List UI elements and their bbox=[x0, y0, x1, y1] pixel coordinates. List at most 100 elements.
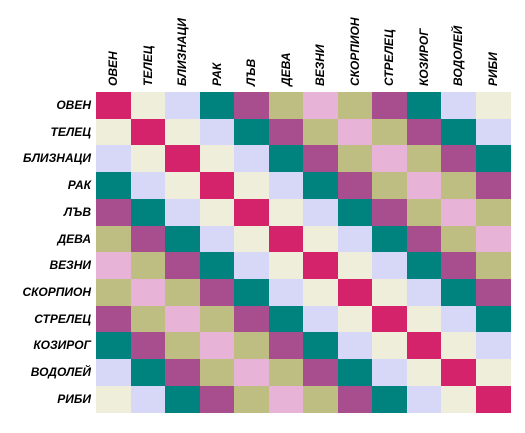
column-header-1: ТЕЛЕЦ bbox=[140, 45, 155, 86]
grid-cell-7-3 bbox=[199, 278, 235, 307]
grid-cell-7-4 bbox=[234, 278, 270, 307]
grid-cell-8-10 bbox=[441, 305, 477, 333]
grid-cell-7-6 bbox=[303, 278, 339, 307]
grid-cell-6-5 bbox=[268, 252, 304, 280]
grid-cell-0-4 bbox=[234, 92, 270, 120]
grid-cell-11-1 bbox=[130, 385, 166, 413]
grid-cell-5-2 bbox=[165, 225, 201, 253]
row-header-5: ДЕВА bbox=[57, 231, 91, 246]
grid-cell-4-4 bbox=[234, 198, 270, 227]
grid-cell-8-4 bbox=[234, 305, 270, 333]
grid-cell-3-4 bbox=[234, 172, 270, 200]
row-header-9: КОЗИРОГ bbox=[33, 338, 91, 353]
grid-cell-0-11 bbox=[475, 92, 511, 120]
grid-cell-8-0 bbox=[96, 305, 132, 333]
grid-cell-2-1 bbox=[130, 145, 166, 173]
grid-cell-10-9 bbox=[406, 359, 442, 387]
column-header-5: ДЕВА bbox=[278, 52, 293, 86]
grid-cell-6-2 bbox=[165, 252, 201, 280]
grid-cell-3-2 bbox=[165, 172, 201, 200]
grid-cell-1-1 bbox=[130, 118, 166, 146]
grid-cell-0-3 bbox=[199, 92, 235, 120]
grid-cell-2-9 bbox=[406, 145, 442, 173]
grid-cell-2-10 bbox=[441, 145, 477, 173]
grid-cell-10-1 bbox=[130, 359, 166, 387]
grid-cell-9-5 bbox=[268, 332, 304, 360]
column-header-9: КОЗИРОГ bbox=[416, 28, 431, 86]
grid-cell-6-8 bbox=[372, 252, 408, 280]
grid-cell-5-3 bbox=[199, 225, 235, 253]
grid-cell-7-9 bbox=[406, 278, 442, 307]
grid-cell-11-7 bbox=[337, 385, 373, 413]
grid-cell-8-1 bbox=[130, 305, 166, 333]
grid-cell-9-10 bbox=[441, 332, 477, 360]
grid-cell-7-10 bbox=[441, 278, 477, 307]
grid-cell-10-3 bbox=[199, 359, 235, 387]
row-header-2: БЛИЗНАЦИ bbox=[23, 151, 91, 166]
grid-cell-7-7 bbox=[337, 278, 373, 307]
column-header-7: СКОРПИОН bbox=[347, 17, 362, 86]
row-header-10: ВОДОЛЕЙ bbox=[30, 365, 91, 379]
grid-cell-8-5 bbox=[268, 305, 304, 333]
grid-cell-7-5 bbox=[268, 278, 304, 307]
grid-cell-4-6 bbox=[303, 198, 339, 227]
grid-cell-10-11 bbox=[475, 359, 511, 387]
grid-cell-2-8 bbox=[372, 145, 408, 173]
grid-cell-9-8 bbox=[372, 332, 408, 360]
grid-cell-5-11 bbox=[475, 225, 511, 253]
grid-cell-9-2 bbox=[165, 332, 201, 360]
grid-cell-5-7 bbox=[337, 225, 373, 253]
grid-cell-8-8 bbox=[372, 305, 408, 333]
row-header-6: ВЕЗНИ bbox=[49, 258, 91, 273]
grid-cell-4-5 bbox=[268, 198, 304, 227]
grid-cell-0-10 bbox=[441, 92, 477, 120]
grid-cell-8-7 bbox=[337, 305, 373, 333]
grid-cell-4-1 bbox=[130, 198, 166, 227]
row-header-0: ОВЕН bbox=[56, 98, 91, 112]
column-header-11: РИБИ bbox=[485, 52, 500, 86]
grid-cell-4-9 bbox=[406, 198, 442, 227]
row-header-8: СТРЕЛЕЦ bbox=[34, 311, 91, 326]
grid-cell-5-0 bbox=[96, 225, 132, 253]
grid-cell-4-2 bbox=[165, 198, 201, 227]
column-header-10: ВОДОЛЕЙ bbox=[451, 25, 466, 86]
grid-cell-6-9 bbox=[406, 252, 442, 280]
grid-cell-11-6 bbox=[303, 385, 339, 413]
grid-cell-3-6 bbox=[303, 172, 339, 200]
row-header-3: РАК bbox=[67, 178, 91, 193]
column-header-0: ОВЕН bbox=[106, 51, 121, 86]
grid-cell-10-8 bbox=[372, 359, 408, 387]
grid-cell-11-9 bbox=[406, 385, 442, 413]
grid-cell-7-0 bbox=[96, 278, 132, 307]
grid-cell-3-9 bbox=[406, 172, 442, 200]
grid-cell-3-0 bbox=[96, 172, 132, 200]
grid-cell-8-2 bbox=[165, 305, 201, 333]
column-header-8: СТРЕЛЕЦ bbox=[382, 29, 397, 86]
grid-cell-1-0 bbox=[96, 118, 132, 146]
grid-cell-10-6 bbox=[303, 359, 339, 387]
grid-cell-1-8 bbox=[372, 118, 408, 146]
grid-cell-5-8 bbox=[372, 225, 408, 253]
grid-cell-1-10 bbox=[441, 118, 477, 146]
grid-cell-11-10 bbox=[441, 385, 477, 413]
grid-cell-6-11 bbox=[475, 252, 511, 280]
row-header-4: ЛЪВ bbox=[63, 204, 91, 219]
grid-cell-8-9 bbox=[406, 305, 442, 333]
grid-cell-7-11 bbox=[475, 278, 511, 307]
grid-cell-3-8 bbox=[372, 172, 408, 200]
grid-cell-3-11 bbox=[475, 172, 511, 200]
column-header-3: РАК bbox=[209, 62, 224, 86]
grid-cell-0-6 bbox=[303, 92, 339, 120]
grid-cell-2-2 bbox=[165, 145, 201, 173]
grid-cell-1-11 bbox=[475, 118, 511, 146]
grid-cell-1-2 bbox=[165, 118, 201, 146]
grid-cell-4-8 bbox=[372, 198, 408, 227]
grid-cell-2-5 bbox=[268, 145, 304, 173]
grid-cell-8-3 bbox=[199, 305, 235, 333]
grid-cell-11-0 bbox=[96, 385, 132, 413]
grid-cell-8-6 bbox=[303, 305, 339, 333]
grid-cell-2-0 bbox=[96, 145, 132, 173]
grid-cell-4-10 bbox=[441, 198, 477, 227]
grid-cell-2-7 bbox=[337, 145, 373, 173]
